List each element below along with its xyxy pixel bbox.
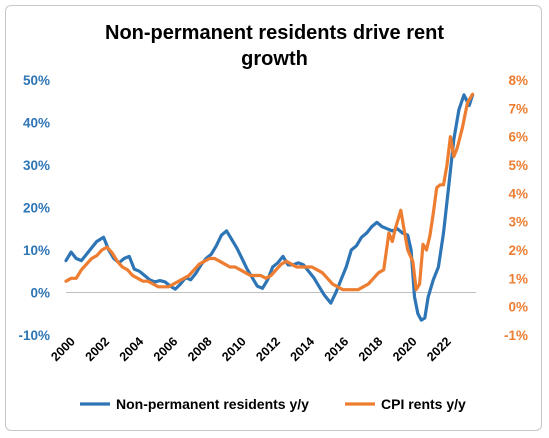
x-tick-label: 2010 [219, 334, 249, 364]
x-axis: 2000 2002 2004 2006 2008 2010 2012 2014 2016 2018… [48, 334, 453, 364]
left-tick-label: -10% [18, 328, 50, 343]
x-tick-label: 2022 [424, 334, 454, 364]
x-tick-label: 2002 [83, 334, 113, 364]
chart-title: Non-permanent residents drive rent [105, 22, 444, 44]
x-tick-label: 2008 [185, 334, 215, 364]
x-tick-label: 2014 [288, 334, 318, 364]
left-tick-label: 30% [23, 158, 50, 173]
right-tick-label: 1% [508, 271, 528, 286]
right-tick-label: 6% [508, 130, 528, 145]
x-tick-label: 2020 [390, 334, 420, 364]
left-tick-label: 40% [23, 116, 50, 131]
x-tick-label: 2004 [117, 334, 147, 364]
legend: Non-permanent residents y/y CPI rents y/y [80, 396, 466, 412]
left-tick-label: 20% [23, 201, 50, 216]
left-tick-label: 0% [30, 286, 50, 301]
x-tick-label: 2018 [356, 334, 386, 364]
legend-label-1: CPI rents y/y [381, 396, 466, 412]
right-tick-label: 5% [508, 158, 528, 173]
left-tick-label: 10% [23, 243, 50, 258]
left-axis: -10% 0% 10% 20% 30% 40% 50% [18, 73, 50, 343]
x-tick-label: 2016 [322, 334, 352, 364]
right-tick-label: 7% [508, 101, 528, 116]
right-tick-label: 0% [508, 300, 528, 315]
legend-label-0: Non-permanent residents y/y [116, 396, 309, 412]
series-line-1 [64, 92, 475, 292]
right-axis: -1% 0% 1% 2% 3% 4% 5% 6% 7% 8% [504, 73, 528, 343]
chart-title-line2: growth [241, 48, 308, 70]
right-tick-label: 2% [508, 243, 528, 258]
right-tick-label: 3% [508, 215, 528, 230]
x-tick-label: 2006 [151, 334, 181, 364]
x-tick-label: 2012 [253, 334, 283, 364]
left-tick-label: 50% [23, 73, 50, 88]
plot-lines [64, 92, 475, 322]
chart-frame [5, 5, 542, 431]
right-tick-label: -1% [504, 328, 528, 343]
right-tick-label: 4% [508, 186, 528, 201]
series-line-0 [64, 93, 475, 322]
right-tick-label: 8% [508, 73, 528, 88]
x-tick-label: 2000 [48, 334, 78, 364]
